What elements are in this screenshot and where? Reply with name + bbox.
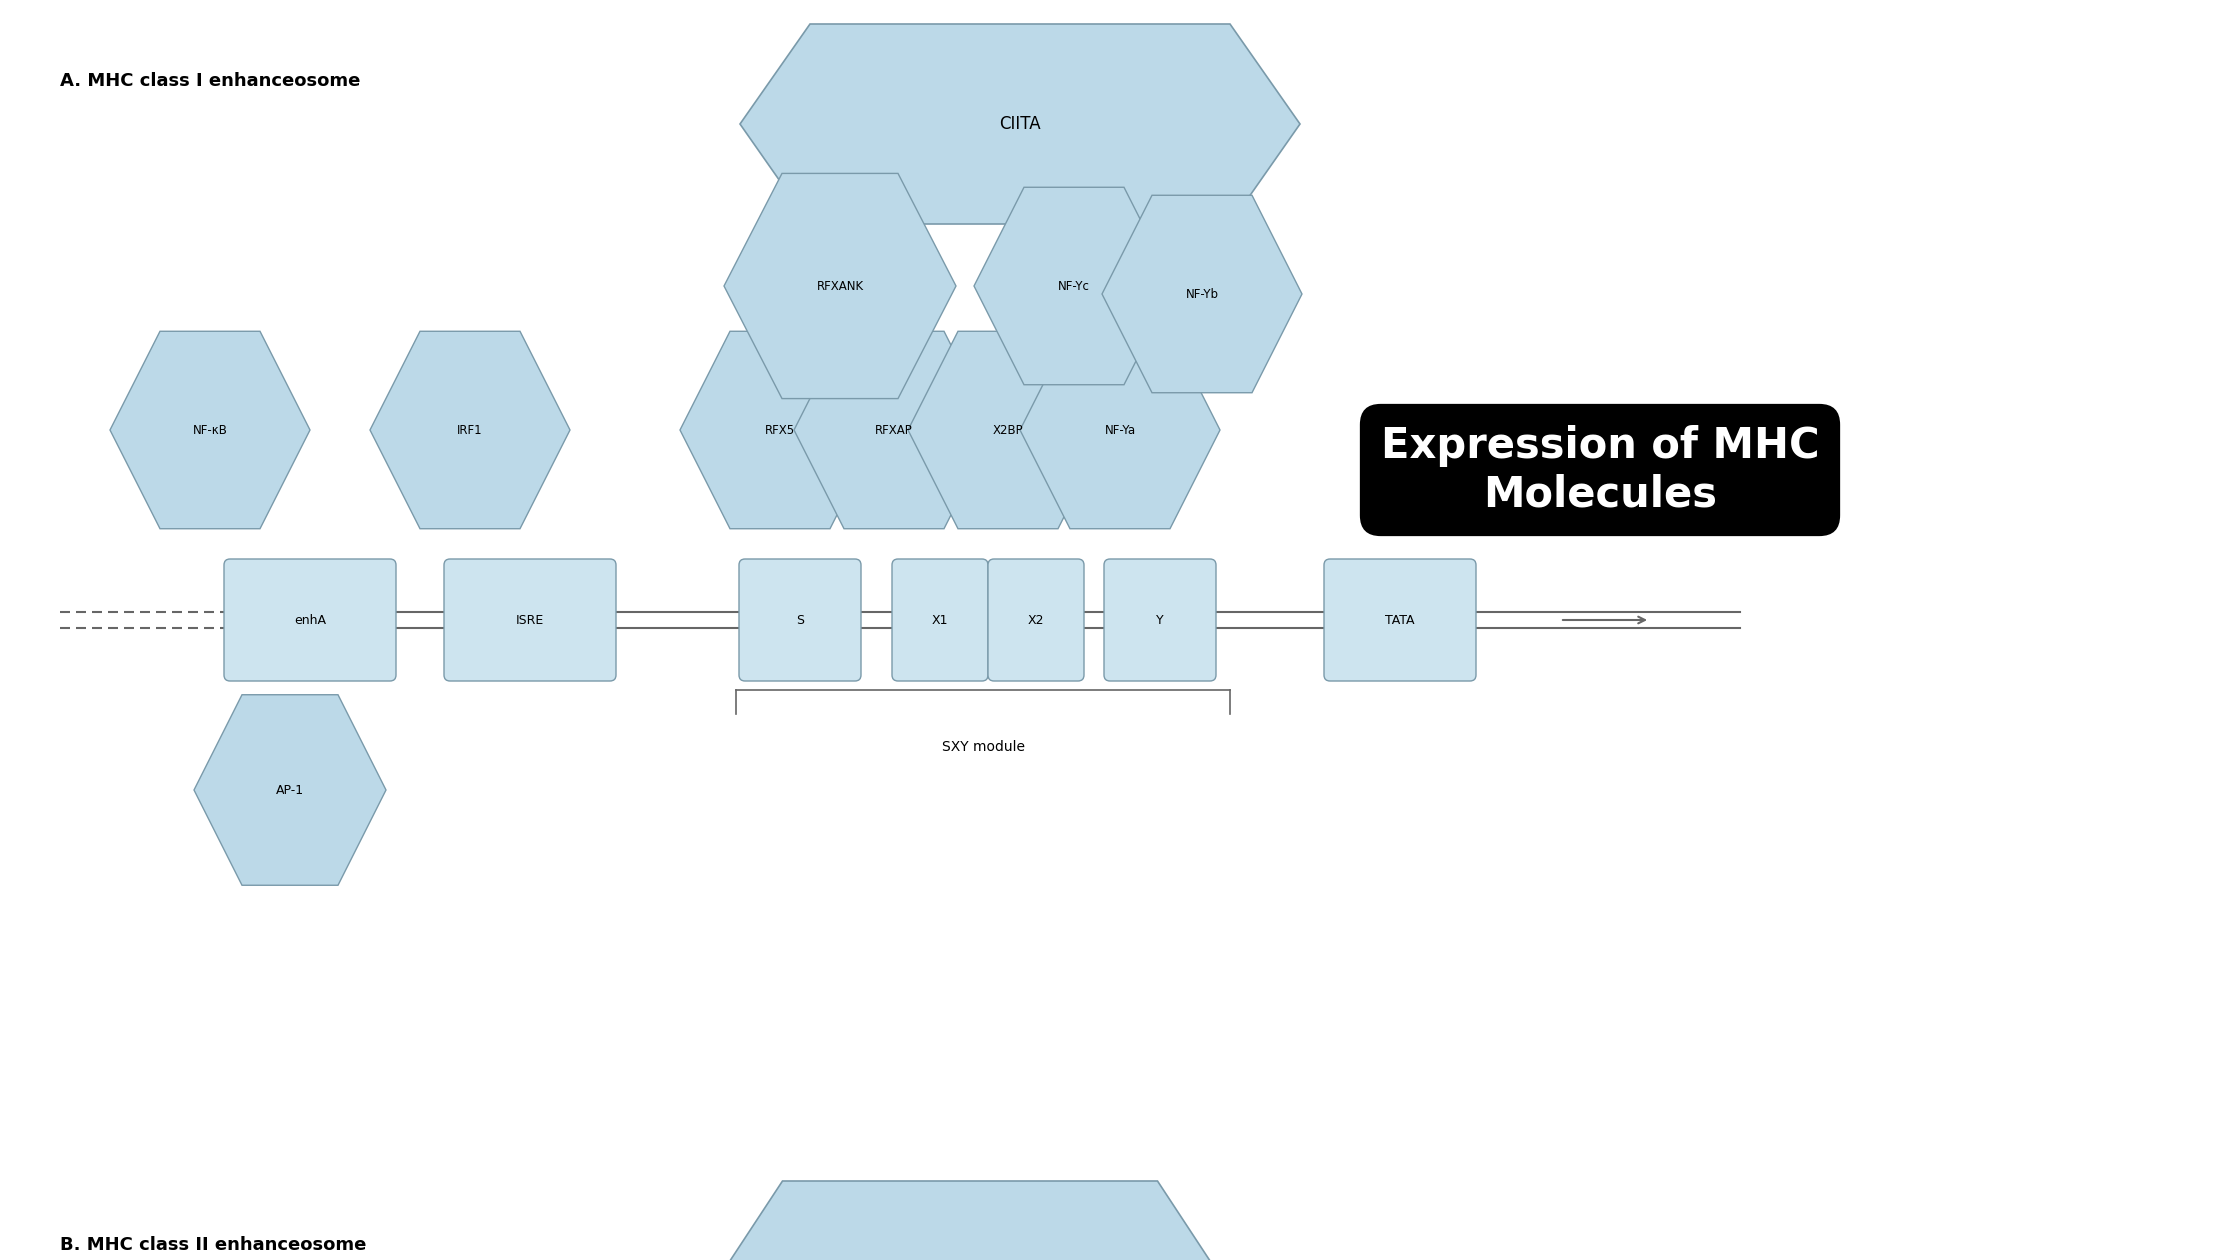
- Text: Y: Y: [1156, 614, 1165, 626]
- Polygon shape: [1019, 331, 1221, 529]
- FancyBboxPatch shape: [444, 559, 616, 680]
- FancyBboxPatch shape: [988, 559, 1084, 680]
- Polygon shape: [739, 24, 1299, 224]
- Polygon shape: [195, 694, 385, 886]
- Text: NF-κB: NF-κB: [193, 423, 228, 436]
- Polygon shape: [370, 331, 569, 529]
- Polygon shape: [907, 331, 1109, 529]
- Polygon shape: [724, 174, 956, 398]
- Text: AP-1: AP-1: [276, 784, 305, 796]
- Text: TATA: TATA: [1384, 614, 1416, 626]
- Text: A. MHC class I enhanceosome: A. MHC class I enhanceosome: [60, 72, 361, 89]
- Text: RFX5: RFX5: [764, 423, 795, 436]
- Text: Expression of MHC
Molecules: Expression of MHC Molecules: [1380, 425, 1819, 515]
- Text: B. MHC class II enhanceosome: B. MHC class II enhanceosome: [60, 1236, 367, 1254]
- Text: enhA: enhA: [293, 614, 327, 626]
- Text: X1: X1: [932, 614, 948, 626]
- Text: CIITA: CIITA: [999, 115, 1042, 134]
- Text: NF-Yb: NF-Yb: [1185, 287, 1219, 300]
- Text: S: S: [795, 614, 804, 626]
- FancyBboxPatch shape: [224, 559, 396, 680]
- Polygon shape: [681, 331, 880, 529]
- Polygon shape: [1102, 195, 1301, 393]
- Text: X2: X2: [1028, 614, 1044, 626]
- Polygon shape: [719, 1181, 1221, 1260]
- Text: RFXAP: RFXAP: [876, 423, 914, 436]
- FancyBboxPatch shape: [1104, 559, 1216, 680]
- Text: RFXANK: RFXANK: [815, 280, 865, 292]
- Text: NF-Yc: NF-Yc: [1057, 280, 1091, 292]
- FancyBboxPatch shape: [892, 559, 988, 680]
- Polygon shape: [793, 331, 995, 529]
- FancyBboxPatch shape: [739, 559, 860, 680]
- Text: IRF1: IRF1: [457, 423, 484, 436]
- Polygon shape: [110, 331, 309, 529]
- Polygon shape: [974, 188, 1174, 384]
- Text: SXY module: SXY module: [941, 740, 1024, 753]
- Text: ISRE: ISRE: [515, 614, 544, 626]
- Text: X2BP: X2BP: [992, 423, 1024, 436]
- FancyBboxPatch shape: [1324, 559, 1476, 680]
- Text: NF-Ya: NF-Ya: [1104, 423, 1136, 436]
